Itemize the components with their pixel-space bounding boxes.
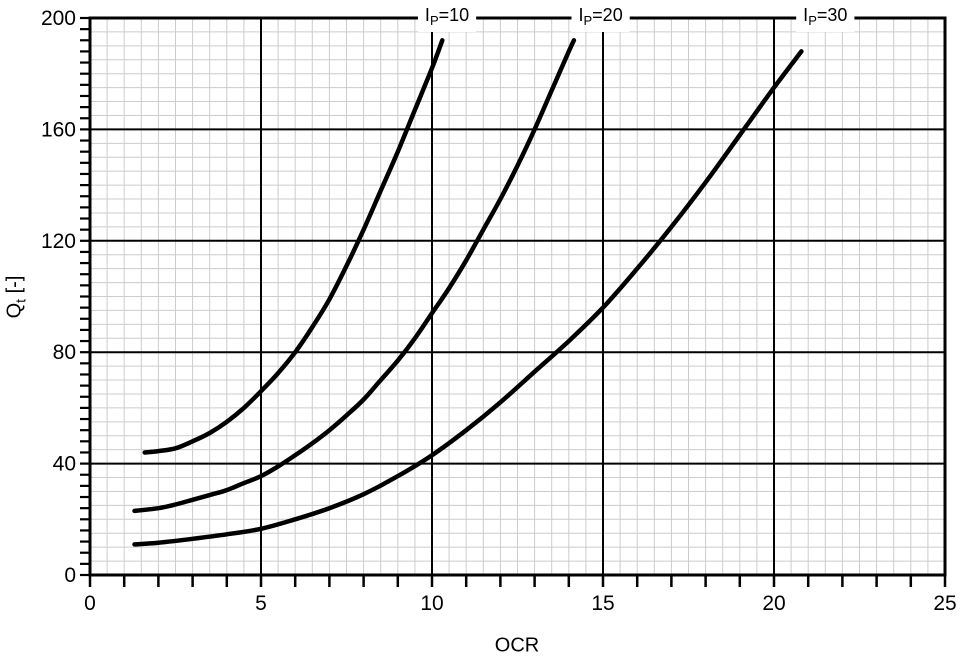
y-tick-label: 0	[64, 564, 76, 587]
x-tick-label: 5	[255, 592, 267, 615]
series-label-bg	[796, 1, 855, 32]
y-axis-title: Qt [-]	[4, 276, 29, 319]
y-tick-label: 160	[41, 118, 76, 141]
series-label-1: IP=20	[571, 1, 630, 32]
series-curve-0	[142, 38, 445, 455]
x-tick-label: 15	[591, 592, 614, 615]
x-axis-title: OCR	[494, 634, 540, 657]
series-label-text: IP=10	[425, 5, 469, 28]
series-label-bg	[417, 1, 477, 32]
y-ticks	[80, 16, 90, 577]
series-label-bg	[571, 1, 630, 32]
x-tick-label: 10	[420, 592, 443, 615]
series-curve-2	[132, 49, 804, 547]
y-tick-label: 40	[53, 453, 76, 476]
series-label-0: IP=10	[417, 1, 477, 32]
y-tick-labels: 0 40 80 120 160 200	[41, 7, 76, 587]
x-tick-label: 20	[762, 592, 785, 615]
series-curves	[132, 38, 804, 547]
y-tick-label: 120	[41, 230, 76, 253]
x-tick-label: 0	[84, 592, 96, 615]
series-label-text: IP=30	[803, 5, 847, 28]
x-ticks	[88, 575, 947, 587]
y-tick-label: 80	[53, 341, 76, 364]
y-tick-label: 200	[41, 7, 76, 30]
x-tick-label: 25	[933, 592, 956, 615]
y-axis-title-main: Q	[3, 302, 26, 319]
series-label-text: IP=20	[578, 5, 622, 28]
y-axis-title-units: [-]	[3, 275, 26, 299]
series-curve-1	[132, 38, 577, 514]
series-labels: IP=10 IP=20 IP=30	[417, 1, 855, 32]
series-label-2: IP=30	[796, 1, 855, 32]
y-axis-title-sub: t	[12, 298, 29, 303]
x-tick-labels: 0 5 10 15 20 25	[84, 592, 957, 615]
